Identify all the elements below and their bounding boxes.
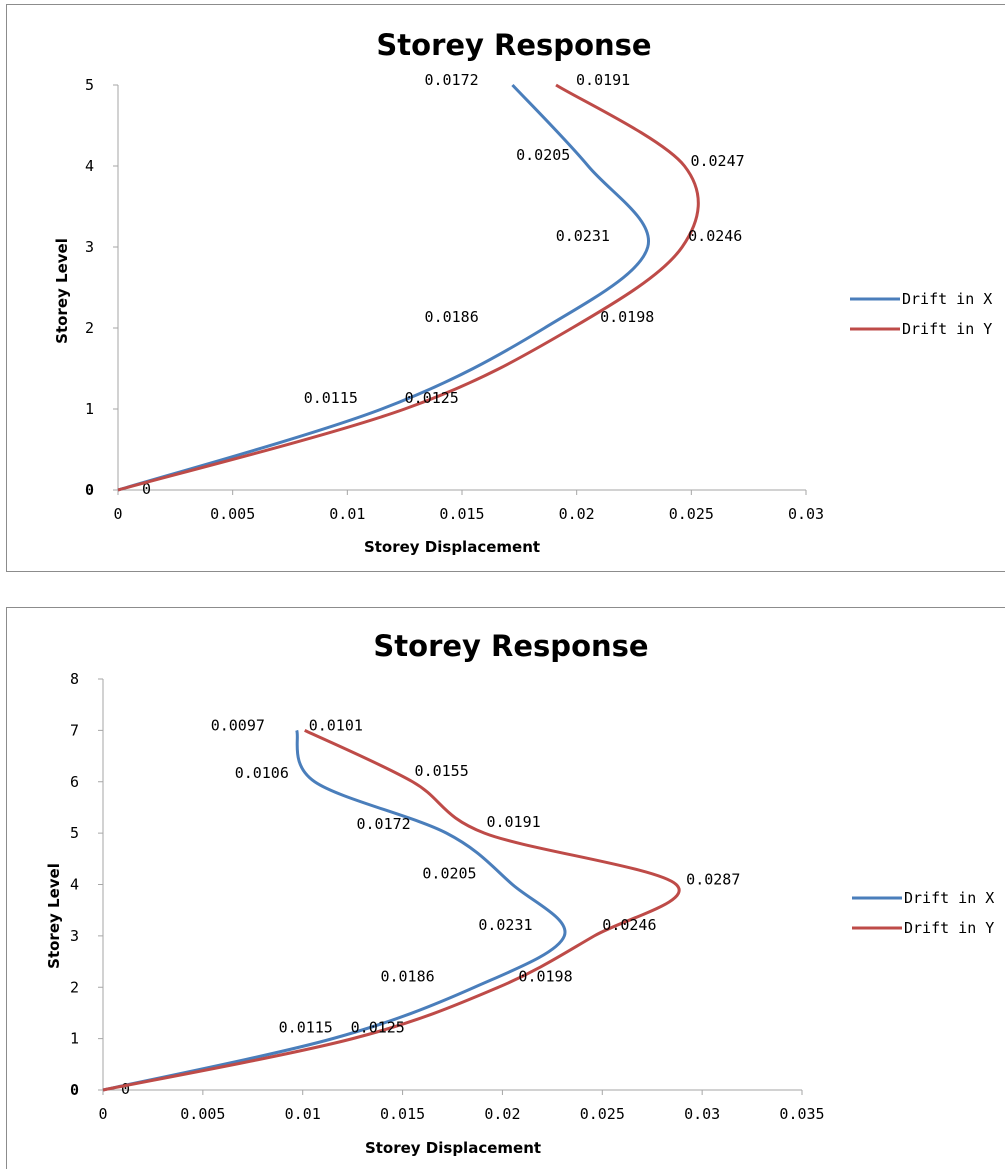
data-label: 0.0097 bbox=[211, 716, 265, 734]
legend-label: Drift in X bbox=[904, 889, 994, 907]
data-label: 0.0198 bbox=[518, 967, 572, 985]
data-label: 0.0101 bbox=[309, 716, 363, 734]
x-tick-label: 0.01 bbox=[329, 505, 365, 523]
chart-panel-2: Storey Response Storey Displacement Stor… bbox=[6, 607, 1005, 1169]
x-tick-label: 0 bbox=[98, 1105, 107, 1123]
x-tick-label: 0.02 bbox=[484, 1105, 520, 1123]
x-tick-label: 0.01 bbox=[285, 1105, 321, 1123]
data-label: 0.0247 bbox=[690, 152, 744, 170]
data-label: 0.0125 bbox=[405, 389, 459, 407]
x-tick-label: 0.015 bbox=[439, 505, 484, 523]
y-tick-label: 5 bbox=[70, 824, 79, 842]
data-label: 0.0155 bbox=[415, 762, 469, 780]
legend-label: Drift in X bbox=[902, 290, 992, 308]
data-label: 0.0115 bbox=[279, 1019, 333, 1037]
x-axis-title: Storey Displacement bbox=[365, 1139, 541, 1157]
data-label: 0.0205 bbox=[422, 865, 476, 883]
chart-title: Storey Response bbox=[373, 629, 648, 663]
legend-label: Drift in Y bbox=[902, 320, 992, 338]
x-tick-label: 0.015 bbox=[380, 1105, 425, 1123]
x-tick-label: 0.005 bbox=[180, 1105, 225, 1123]
plot-area: 0 0.005 0.01 0.015 0.02 0.025 0.03 0 1 2 3 4 5 0 0.011… bbox=[85, 71, 992, 523]
data-label: 0 bbox=[121, 1080, 130, 1098]
y-tick-label: 2 bbox=[85, 319, 94, 337]
y-tick-label: 1 bbox=[70, 1030, 79, 1048]
data-label: 0.0231 bbox=[478, 916, 532, 934]
data-label: 0.0186 bbox=[380, 967, 434, 985]
data-label: 0.0191 bbox=[576, 71, 630, 89]
data-label: 0.0172 bbox=[424, 71, 478, 89]
y-tick-label: 4 bbox=[85, 157, 94, 175]
series-line-drift-x bbox=[102, 729, 567, 1092]
data-label: 0.0191 bbox=[486, 813, 540, 831]
x-tick-label: 0.025 bbox=[669, 505, 714, 523]
data-label: 0.0198 bbox=[600, 308, 654, 326]
series-line-drift-y bbox=[102, 729, 681, 1092]
y-axis-title: Storey Level bbox=[45, 863, 63, 969]
x-tick-label: 0.03 bbox=[788, 505, 824, 523]
y-axis-title: Storey Level bbox=[53, 238, 71, 344]
y-tick-label: 5 bbox=[85, 76, 94, 94]
y-tick-label: 0 bbox=[70, 1081, 79, 1099]
x-tick-label: 0 bbox=[113, 505, 122, 523]
y-tick-label: 4 bbox=[70, 876, 79, 894]
y-tick-label: 6 bbox=[70, 773, 79, 791]
x-tick-label: 0.03 bbox=[684, 1105, 720, 1123]
series-line-drift-y bbox=[117, 83, 700, 492]
x-tick-label: 0.035 bbox=[779, 1105, 824, 1123]
data-label: 0.0231 bbox=[556, 227, 610, 245]
data-label: 0.0287 bbox=[686, 871, 740, 889]
x-tick-label: 0.005 bbox=[210, 505, 255, 523]
y-tick-label: 3 bbox=[85, 238, 94, 256]
plot-area: 0 0.005 0.01 0.015 0.02 0.025 0.03 0.035 0 1 2 3 4 5 6… bbox=[70, 670, 994, 1123]
data-label: 0.0246 bbox=[602, 916, 656, 934]
x-axis-title: Storey Displacement bbox=[364, 538, 540, 556]
series-line-drift-x bbox=[117, 83, 651, 492]
data-label: 0.0205 bbox=[516, 146, 570, 164]
chart-title: Storey Response bbox=[376, 28, 651, 62]
x-tick-label: 0.02 bbox=[559, 505, 595, 523]
data-label: 0.0125 bbox=[351, 1019, 405, 1037]
data-label: 0.0172 bbox=[357, 815, 411, 833]
y-tick-label: 1 bbox=[85, 400, 94, 418]
data-label: 0.0246 bbox=[688, 227, 742, 245]
legend-label: Drift in Y bbox=[904, 919, 994, 937]
data-label: 0 bbox=[142, 480, 151, 498]
chart-panel-1: Storey Response Storey Displacement Stor… bbox=[6, 4, 1005, 572]
data-label: 0.0186 bbox=[425, 308, 479, 326]
y-tick-label: 0 bbox=[85, 481, 94, 499]
chart-2-svg: Storey Response Storey Displacement Stor… bbox=[45, 629, 994, 1157]
y-tick-label: 2 bbox=[70, 978, 79, 996]
y-tick-label: 8 bbox=[70, 670, 79, 688]
data-label: 0.0115 bbox=[304, 389, 358, 407]
y-tick-label: 7 bbox=[70, 721, 79, 739]
chart-1-svg: Storey Response Storey Displacement Stor… bbox=[53, 28, 992, 556]
x-tick-label: 0.025 bbox=[580, 1105, 625, 1123]
data-label: 0.0106 bbox=[235, 764, 289, 782]
y-tick-label: 3 bbox=[70, 927, 79, 945]
